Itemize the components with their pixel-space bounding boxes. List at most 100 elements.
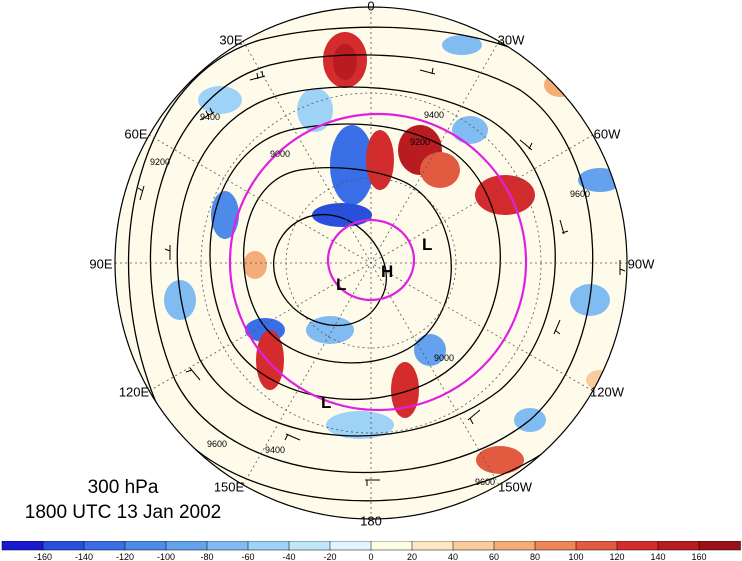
- negative-shading-patch: [330, 125, 374, 205]
- contour-value-label: 9000: [434, 353, 454, 363]
- colorbar-tick-label: -140: [75, 552, 93, 561]
- lon-label-0: 0: [367, 0, 375, 14]
- negative-shading-patch: [452, 116, 488, 144]
- low-pressure-marker: L: [321, 393, 331, 412]
- colorbar-tick-label: 120: [609, 552, 624, 561]
- wind-barb: [365, 479, 380, 486]
- contour-value-label: 9200: [410, 137, 430, 147]
- colorbar-cell: [247, 541, 290, 551]
- valid-time-label: 1800 UTC 13 Jan 2002: [24, 502, 222, 523]
- map-field: 9000 9200 9400 9600 9000 9400 9600 9600 …: [115, 7, 627, 519]
- lon-label-180: 180: [360, 513, 382, 529]
- colorbar-cell: [698, 541, 741, 551]
- lon-label-120w: 120W: [590, 384, 624, 400]
- inner-reference-ring: [326, 218, 416, 302]
- wind-barb: [519, 139, 533, 151]
- colorbar-cell: [42, 541, 85, 551]
- wind-barb: [419, 67, 436, 75]
- map-boundary: [114, 6, 628, 520]
- colorbar-tick-label: 40: [448, 552, 458, 561]
- colorbar-cell: [411, 541, 454, 551]
- colorbar-cell: [575, 541, 618, 551]
- lon-label-120e: 120E: [118, 384, 150, 400]
- colorbar-cell: [329, 541, 372, 551]
- contour-value-labels: 9000 9200 9400 9600 9000 9400 9600 9600 …: [150, 110, 590, 487]
- colorbar-tick-label: -40: [282, 552, 295, 561]
- pressure-level-label: 300 hPa: [87, 477, 159, 498]
- height-contour: [273, 214, 387, 327]
- lon-label-60w: 60W: [593, 126, 621, 142]
- negative-shading-patch: [211, 191, 239, 239]
- height-contour: [209, 123, 501, 401]
- wind-barb: [619, 260, 626, 275]
- negative-shading-patch: [414, 334, 446, 366]
- colorbar-cell: [206, 541, 249, 551]
- colorbar-cell: [124, 541, 167, 551]
- shading-field: [164, 32, 622, 474]
- negative-shading-patch: [198, 86, 242, 114]
- positive-shading-patch: [243, 251, 267, 279]
- colorbar: -160 -140 -120 -100 -80 -60 -40 -20 0 20 40 60 80 100…: [1, 541, 741, 561]
- positive-shading-patch: [391, 362, 419, 418]
- contour-value-label: 9600: [207, 439, 227, 449]
- positive-shading-patch: [366, 130, 394, 190]
- positive-shading-patch: [475, 175, 535, 215]
- wind-barb: [164, 245, 171, 260]
- lon-label-150e: 150E: [213, 479, 245, 495]
- colorbar-tick-label: -100: [157, 552, 175, 561]
- colorbar-cell: [370, 541, 413, 551]
- positive-shading-patch: [544, 73, 576, 97]
- colorbar-tick-label: 100: [568, 552, 583, 561]
- colorbar-cell: [1, 541, 44, 551]
- colorbar-tick-label: -160: [34, 552, 52, 561]
- colorbar-tick-label: 160: [691, 552, 706, 561]
- colorbar-cell: [534, 541, 577, 551]
- parallel-circle: [200, 92, 542, 434]
- colorbar-cells: [1, 541, 741, 551]
- colorbar-cell: [83, 541, 126, 551]
- wind-barb: [284, 433, 301, 441]
- high-pressure-marker: H: [381, 262, 393, 281]
- wind-barb: [467, 409, 481, 425]
- parallel-circle: [285, 177, 457, 349]
- lon-label-60e: 60E: [124, 126, 148, 142]
- colorbar-cell: [493, 541, 536, 551]
- wind-barb: [553, 319, 561, 335]
- positive-shading-patch: [476, 446, 524, 474]
- positive-shading-patch: [333, 44, 357, 80]
- height-contour: [243, 167, 452, 364]
- colorbar-cell: [165, 541, 208, 551]
- negative-shading-patch: [297, 88, 333, 132]
- colorbar-tick-label: -60: [241, 552, 254, 561]
- low-pressure-marker: L: [422, 235, 432, 254]
- outer-reference-ring: [228, 112, 528, 412]
- positive-shading-patch: [256, 330, 284, 390]
- wind-barb: [185, 367, 201, 381]
- colorbar-tick-label: -120: [116, 552, 134, 561]
- colorbar-cell: [452, 541, 495, 551]
- low-pressure-marker: L: [336, 275, 346, 294]
- contour-value-label: 9200: [150, 157, 170, 167]
- colorbar-tick-label: 60: [489, 552, 499, 561]
- height-contour: [176, 86, 556, 437]
- colorbar-cell: [288, 541, 331, 551]
- colorbar-tick-label: 80: [530, 552, 540, 561]
- height-contour: [149, 54, 594, 474]
- negative-shading-patch: [326, 411, 394, 439]
- contour-value-label: 9600: [570, 189, 590, 199]
- wind-barb: [199, 107, 215, 121]
- wind-barb: [559, 219, 569, 235]
- lon-label-30e: 30E: [219, 32, 243, 48]
- colorbar-tick-label: -80: [200, 552, 213, 561]
- colorbar-tick-labels: -160 -140 -120 -100 -80 -60 -40 -20 0 20 40 60 80 100…: [34, 552, 707, 561]
- colorbar-tick-label: 0: [368, 552, 373, 561]
- wind-barbs: [137, 67, 626, 486]
- negative-shading-patch: [442, 35, 482, 55]
- positive-shading-patch: [420, 152, 460, 188]
- colorbar-tick-label: -20: [323, 552, 336, 561]
- lon-label-90e: 90E: [89, 256, 113, 272]
- lon-label-90w: 90W: [627, 256, 655, 272]
- contour-value-label: 9400: [200, 112, 220, 122]
- contour-value-label: 9000: [270, 149, 290, 159]
